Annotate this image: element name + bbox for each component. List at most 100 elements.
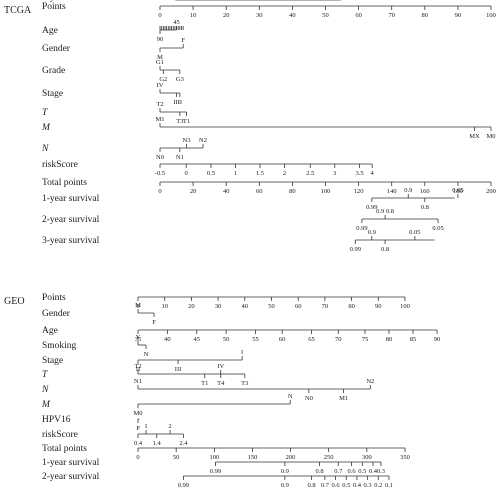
tick-label: 0 <box>136 303 139 310</box>
scale-label: HPV16 <box>42 415 71 425</box>
tick-label: M0 <box>133 410 142 417</box>
scale-m: M MX M1 M0 <box>41 116 496 140</box>
tick-label: 75 <box>362 336 369 343</box>
tick-label: 0.7 <box>334 468 343 475</box>
scale-label: 3-year survival <box>42 236 100 246</box>
tick-label: 80 <box>289 188 296 195</box>
tick-label: T3 <box>176 118 183 125</box>
tick-label: 100 <box>400 303 410 310</box>
tick-label: T2 <box>156 101 163 108</box>
tick-label: 0.99 <box>366 204 377 211</box>
tick-label: 90 <box>375 303 382 310</box>
tick-label: 0.99 <box>350 246 361 253</box>
scale-label: M <box>41 400 51 410</box>
tick-label: 3 <box>333 170 336 177</box>
tick-label: 150 <box>248 454 258 461</box>
tick-label: 3.5 <box>356 170 364 177</box>
tick-label: 350 <box>400 454 410 461</box>
scale-riskscore: riskScore -0.5 0 0.5 1 1.5 2 2.5 3 3.5 4 <box>42 160 375 177</box>
tick-label: 60 <box>355 12 362 19</box>
tick-label: N2 <box>199 137 207 144</box>
tick-label: 0.05 <box>452 187 463 194</box>
scale-n: N N0 N1 M1 N2 <box>41 378 374 402</box>
tick-label: 0.1 <box>329 0 337 2</box>
tick-label: -0.5 <box>155 170 165 177</box>
tick-label: 35 <box>135 336 142 343</box>
tick-label: N0 <box>305 395 313 402</box>
tick-label: N3 <box>183 137 191 144</box>
tick-label: 180 <box>453 188 463 195</box>
scale-label: Total points <box>42 178 87 188</box>
tick-label: 100 <box>486 12 496 19</box>
tick-label: 140 <box>387 188 397 195</box>
scale-points: Points 0 10 20 30 40 50 60 70 80 90 100 <box>42 293 410 310</box>
tick-label: 0.6 <box>348 468 357 475</box>
tick-label: 4 <box>371 170 375 177</box>
scale-label: 3-year survival <box>42 0 100 3</box>
tick-label: T1 <box>183 118 190 125</box>
tick-label: 2 <box>168 423 171 430</box>
tick-label: 60 <box>279 336 286 343</box>
scale-label: Points <box>42 2 66 12</box>
tick-label: 160 <box>420 188 430 195</box>
scale-label: Gender <box>42 309 71 319</box>
scale-label: 2-year survival <box>42 472 100 482</box>
scale-points: Points 0 10 20 30 40 50 60 70 80 90 100 <box>42 2 496 19</box>
tick-label: N <box>288 393 293 400</box>
tick-label: 0.9 <box>171 0 179 2</box>
tick-label: 0.8 <box>381 246 389 253</box>
tick-label: 0.3 <box>313 0 321 2</box>
tick-label: 0.3 <box>364 482 372 489</box>
tick-label: 20 <box>188 303 195 310</box>
scale-riskscore: riskScore 0.4 1 1.4 2 2.4 <box>42 423 188 447</box>
tick-label: 0 <box>158 12 161 19</box>
tick-label: M1 <box>339 395 348 402</box>
tick-label: 0.8 <box>241 0 249 2</box>
tick-label: 50 <box>268 303 275 310</box>
tick-label: 0.05 <box>432 225 443 232</box>
tick-label: N <box>144 351 149 358</box>
tick-label: 80 <box>348 303 355 310</box>
tick-label: 0.6 <box>332 482 341 489</box>
scale-label: Age <box>42 326 58 336</box>
tick-label: 0.2 <box>321 0 329 2</box>
tick-label: 80 <box>386 336 393 343</box>
tick-label: G2 <box>159 76 167 83</box>
scale-label: 1-year survival <box>42 194 100 204</box>
scale-label: T <box>42 108 48 118</box>
tick-label: N1 <box>176 154 184 161</box>
tick-label: 0.9 <box>368 229 376 236</box>
tick-label: 20 <box>190 188 197 195</box>
tick-label: 0.4 <box>369 468 378 475</box>
scale-label: Grade <box>42 66 65 76</box>
tick-label: T1 <box>201 380 208 387</box>
tick-label: 0.4 <box>134 440 143 447</box>
tick-label: 200 <box>486 188 496 195</box>
tick-label: 1.5 <box>256 170 264 177</box>
tick-label: 85 <box>410 336 417 343</box>
tick-label: 100 <box>321 188 331 195</box>
scale-age: Age 35 40 45 50 55 60 65 70 75 80 85 90 <box>42 326 440 343</box>
tick-label: 1.4 <box>153 440 162 447</box>
tick-label: 2.5 <box>306 170 314 177</box>
scale-label: Stage <box>42 356 63 366</box>
tick-label: G3 <box>176 76 184 83</box>
scale-stage: Stage II IV III <box>42 82 182 106</box>
scale-label: Stage <box>42 89 63 99</box>
tick-label: 40 <box>223 188 230 195</box>
tick-label: 0.5 <box>207 170 215 177</box>
tick-label: 0.6 <box>283 0 292 2</box>
tick-label: II <box>136 366 140 373</box>
scale-label: Total points <box>42 444 87 454</box>
scale-total-points: Total points 0 20 40 60 80 100 120 140 160 180 200 <box>42 178 496 195</box>
tick-label: Y <box>136 334 141 341</box>
scale-label: riskScore <box>42 430 78 440</box>
tick-label: 70 <box>388 12 395 19</box>
tick-label: 10 <box>161 303 168 310</box>
tick-label: 0.5 <box>342 482 350 489</box>
tick-label: 60 <box>256 188 263 195</box>
tick-label: 0.3 <box>377 468 385 475</box>
tick-label: 65 <box>308 336 315 343</box>
